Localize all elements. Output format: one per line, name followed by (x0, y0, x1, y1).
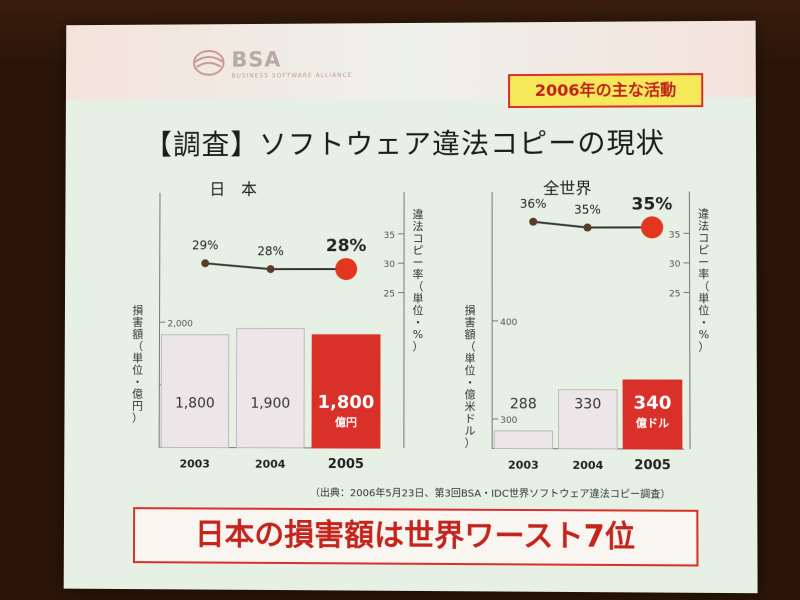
chart2-rate-point (529, 218, 537, 226)
chart2-category-label: 2005 (634, 458, 671, 473)
chart1-bar-value-label: 1,800 (175, 396, 215, 412)
chart1-rate-tick-label: 25 (384, 290, 395, 300)
chart1-category-label: 2004 (255, 458, 286, 471)
chart2-rate-point (641, 216, 663, 238)
chart1-rate-label: 28% (326, 235, 367, 255)
chart2-rate-tick-label: 30 (669, 260, 681, 270)
chart2-bar-2003 (494, 431, 552, 449)
chart2-y-label-char: ） (465, 436, 476, 449)
chart1-category-label: 2003 (180, 457, 210, 470)
chart1-y-tick-label: 2,000 (167, 319, 193, 329)
chart1-title: 日 本 (209, 180, 257, 199)
chart1-rate-axis-label: 違法コピー率（単位・%） (412, 208, 423, 353)
chart2-rate-axis-label-char: 位 (698, 303, 709, 317)
conclusion-banner: 日本の損害額は世界ワースト7位 (133, 507, 699, 566)
chart1-unit-label: 億円 (335, 415, 357, 429)
chart1-bar-2004 (236, 328, 304, 447)
chart2-unit-label: 億ドル (636, 416, 669, 430)
chart1-rate-axis-label-char: 法 (413, 219, 424, 233)
chart1-category-label: 2005 (328, 457, 364, 472)
chart2-y-label-char: 害 (465, 315, 476, 329)
chart1-rate-line (205, 263, 346, 269)
chart2-bar-value-label: 340 (633, 392, 671, 413)
chart1-rate-axis-label-char: 単 (412, 291, 423, 305)
chart2-rate-label: 35% (631, 193, 672, 213)
chart1-rate-point (267, 265, 275, 273)
chart1-rate-axis-label-char: 位 (412, 303, 423, 317)
chart2-rate-label: 36% (520, 197, 547, 211)
chart1-rate-tick-label: 30 (384, 260, 396, 270)
chart2-rate-axis (689, 191, 690, 449)
chart1-y-label: 損害額（単位・億円） (132, 303, 143, 424)
chart1-y-axis (159, 193, 160, 448)
chart1-y-label-char: 害 (132, 315, 143, 329)
chart2-y-tick-label: 300 (500, 416, 518, 426)
projection-screen: BSA BUSINESS SOFTWARE ALLIANCE 2006年の主な活… (64, 21, 758, 594)
chart1-rate-label: 29% (192, 238, 218, 252)
chart1-rate-axis-label-char: ） (412, 340, 423, 353)
chart2-rate-tick-label: 35 (669, 230, 681, 240)
chart2-y-tick-label: 400 (500, 318, 518, 328)
chart1-rate-point (335, 258, 357, 280)
chart2-rate-axis-label-char: 法 (698, 218, 709, 232)
chart2-rate-axis-label: 違法コピー率（単位・%） (698, 207, 710, 353)
chart2-title: 全世界 (543, 179, 591, 198)
chart2-category-label: 2003 (508, 459, 539, 472)
chart2-rate-tick-label: 25 (669, 289, 681, 299)
chart2-y-label-char: 位 (465, 363, 476, 377)
chart2-rate-point (583, 224, 591, 232)
charts-canvas: 日 本1,0002,000損害額（単位・億円）1,80020031,900200… (64, 21, 757, 504)
chart1-bar-2003 (161, 335, 229, 448)
chart2-bar-2005 (623, 380, 682, 449)
chart1-y-label-char: 単 (132, 351, 143, 365)
chart1-y-label-char: ） (132, 411, 143, 424)
chart2-rate-line (533, 222, 652, 228)
chart2-rate-label: 35% (574, 202, 601, 216)
chart2-bar-value-label: 288 (510, 396, 537, 412)
chart1-rate-label: 28% (257, 244, 283, 258)
chart2-y-label-char: 損 (465, 303, 476, 317)
chart2-y-label: 損害額（単位・億米ドル） (465, 303, 476, 450)
chart1-y-label-char: 位 (132, 363, 143, 377)
chart2-category-label: 2004 (572, 459, 603, 472)
chart1-y-label-char: 損 (132, 303, 143, 317)
chart1-bar-value-label: 1,900 (250, 396, 290, 412)
chart1-bar-value-label: 1,800 (318, 392, 375, 413)
chart2-rate-axis-label-char: 単 (698, 291, 709, 305)
chart2-rate-axis-label-char: ） (698, 340, 709, 353)
chart1-rate-tick-label: 35 (384, 231, 395, 241)
chart2-bar-value-label: 330 (574, 396, 601, 412)
chart2-y-label-char: 単 (465, 351, 476, 365)
chart1-rate-axis-label-char: 率 (413, 267, 424, 281)
source-note: （出典：2006年5月23日、第3回BSA・IDC世界ソフトウェア違法コピー調査… (310, 484, 733, 501)
chart1-rate-point (201, 259, 209, 267)
chart2-rate-axis-label-char: 率 (698, 267, 709, 281)
